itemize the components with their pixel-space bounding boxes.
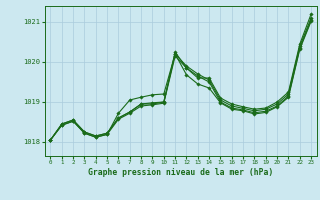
- X-axis label: Graphe pression niveau de la mer (hPa): Graphe pression niveau de la mer (hPa): [88, 168, 273, 177]
